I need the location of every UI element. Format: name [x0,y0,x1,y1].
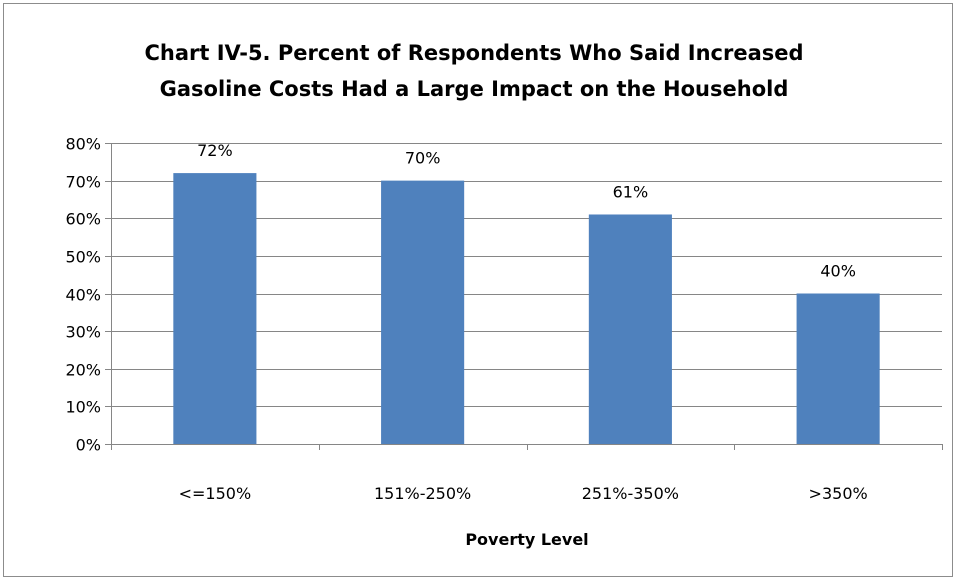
chart-frame: Chart IV-5. Percent of Respondents Who S… [3,3,953,577]
x-tick-label-3: >350% [809,484,868,503]
axes [105,143,943,450]
y-tick-label: 30% [65,323,101,342]
data-label-2: 61% [613,182,649,201]
y-tick-label: 80% [65,135,101,154]
x-tick-label-2: 251%-350% [582,484,679,503]
bar-1 [381,180,465,444]
x-axis-title: Poverty Level [465,530,588,549]
data-label-1: 70% [405,149,441,168]
bar-3 [796,293,880,444]
y-tick-label: 0% [76,436,101,455]
chart-title-line-1: Chart IV-5. Percent of Respondents Who S… [144,41,803,65]
y-tick-label: 10% [65,398,101,417]
y-tick-label: 50% [65,248,101,267]
bar-0 [173,173,257,444]
y-tick-labels: 0% 10% 20% 30% 40% 50% 60% 70% 80% [65,135,101,455]
bars [173,173,880,444]
y-tick-label: 40% [65,286,101,305]
data-label-0: 72% [197,141,233,160]
x-tick-labels: <=150% 151%-250% 251%-350% >350% [179,484,868,503]
x-tick-label-1: 151%-250% [374,484,471,503]
chart-title-line-2: Gasoline Costs Had a Large Impact on the… [160,77,789,101]
data-labels: 72% 70% 61% 40% [197,141,856,280]
y-tick-label: 20% [65,361,101,380]
x-tick-label-0: <=150% [179,484,252,503]
data-label-3: 40% [820,262,856,281]
y-tick-label: 70% [65,173,101,192]
bar-2 [588,214,672,444]
bar-chart: Chart IV-5. Percent of Respondents Who S… [65,41,943,549]
y-tick-label: 60% [65,210,101,229]
